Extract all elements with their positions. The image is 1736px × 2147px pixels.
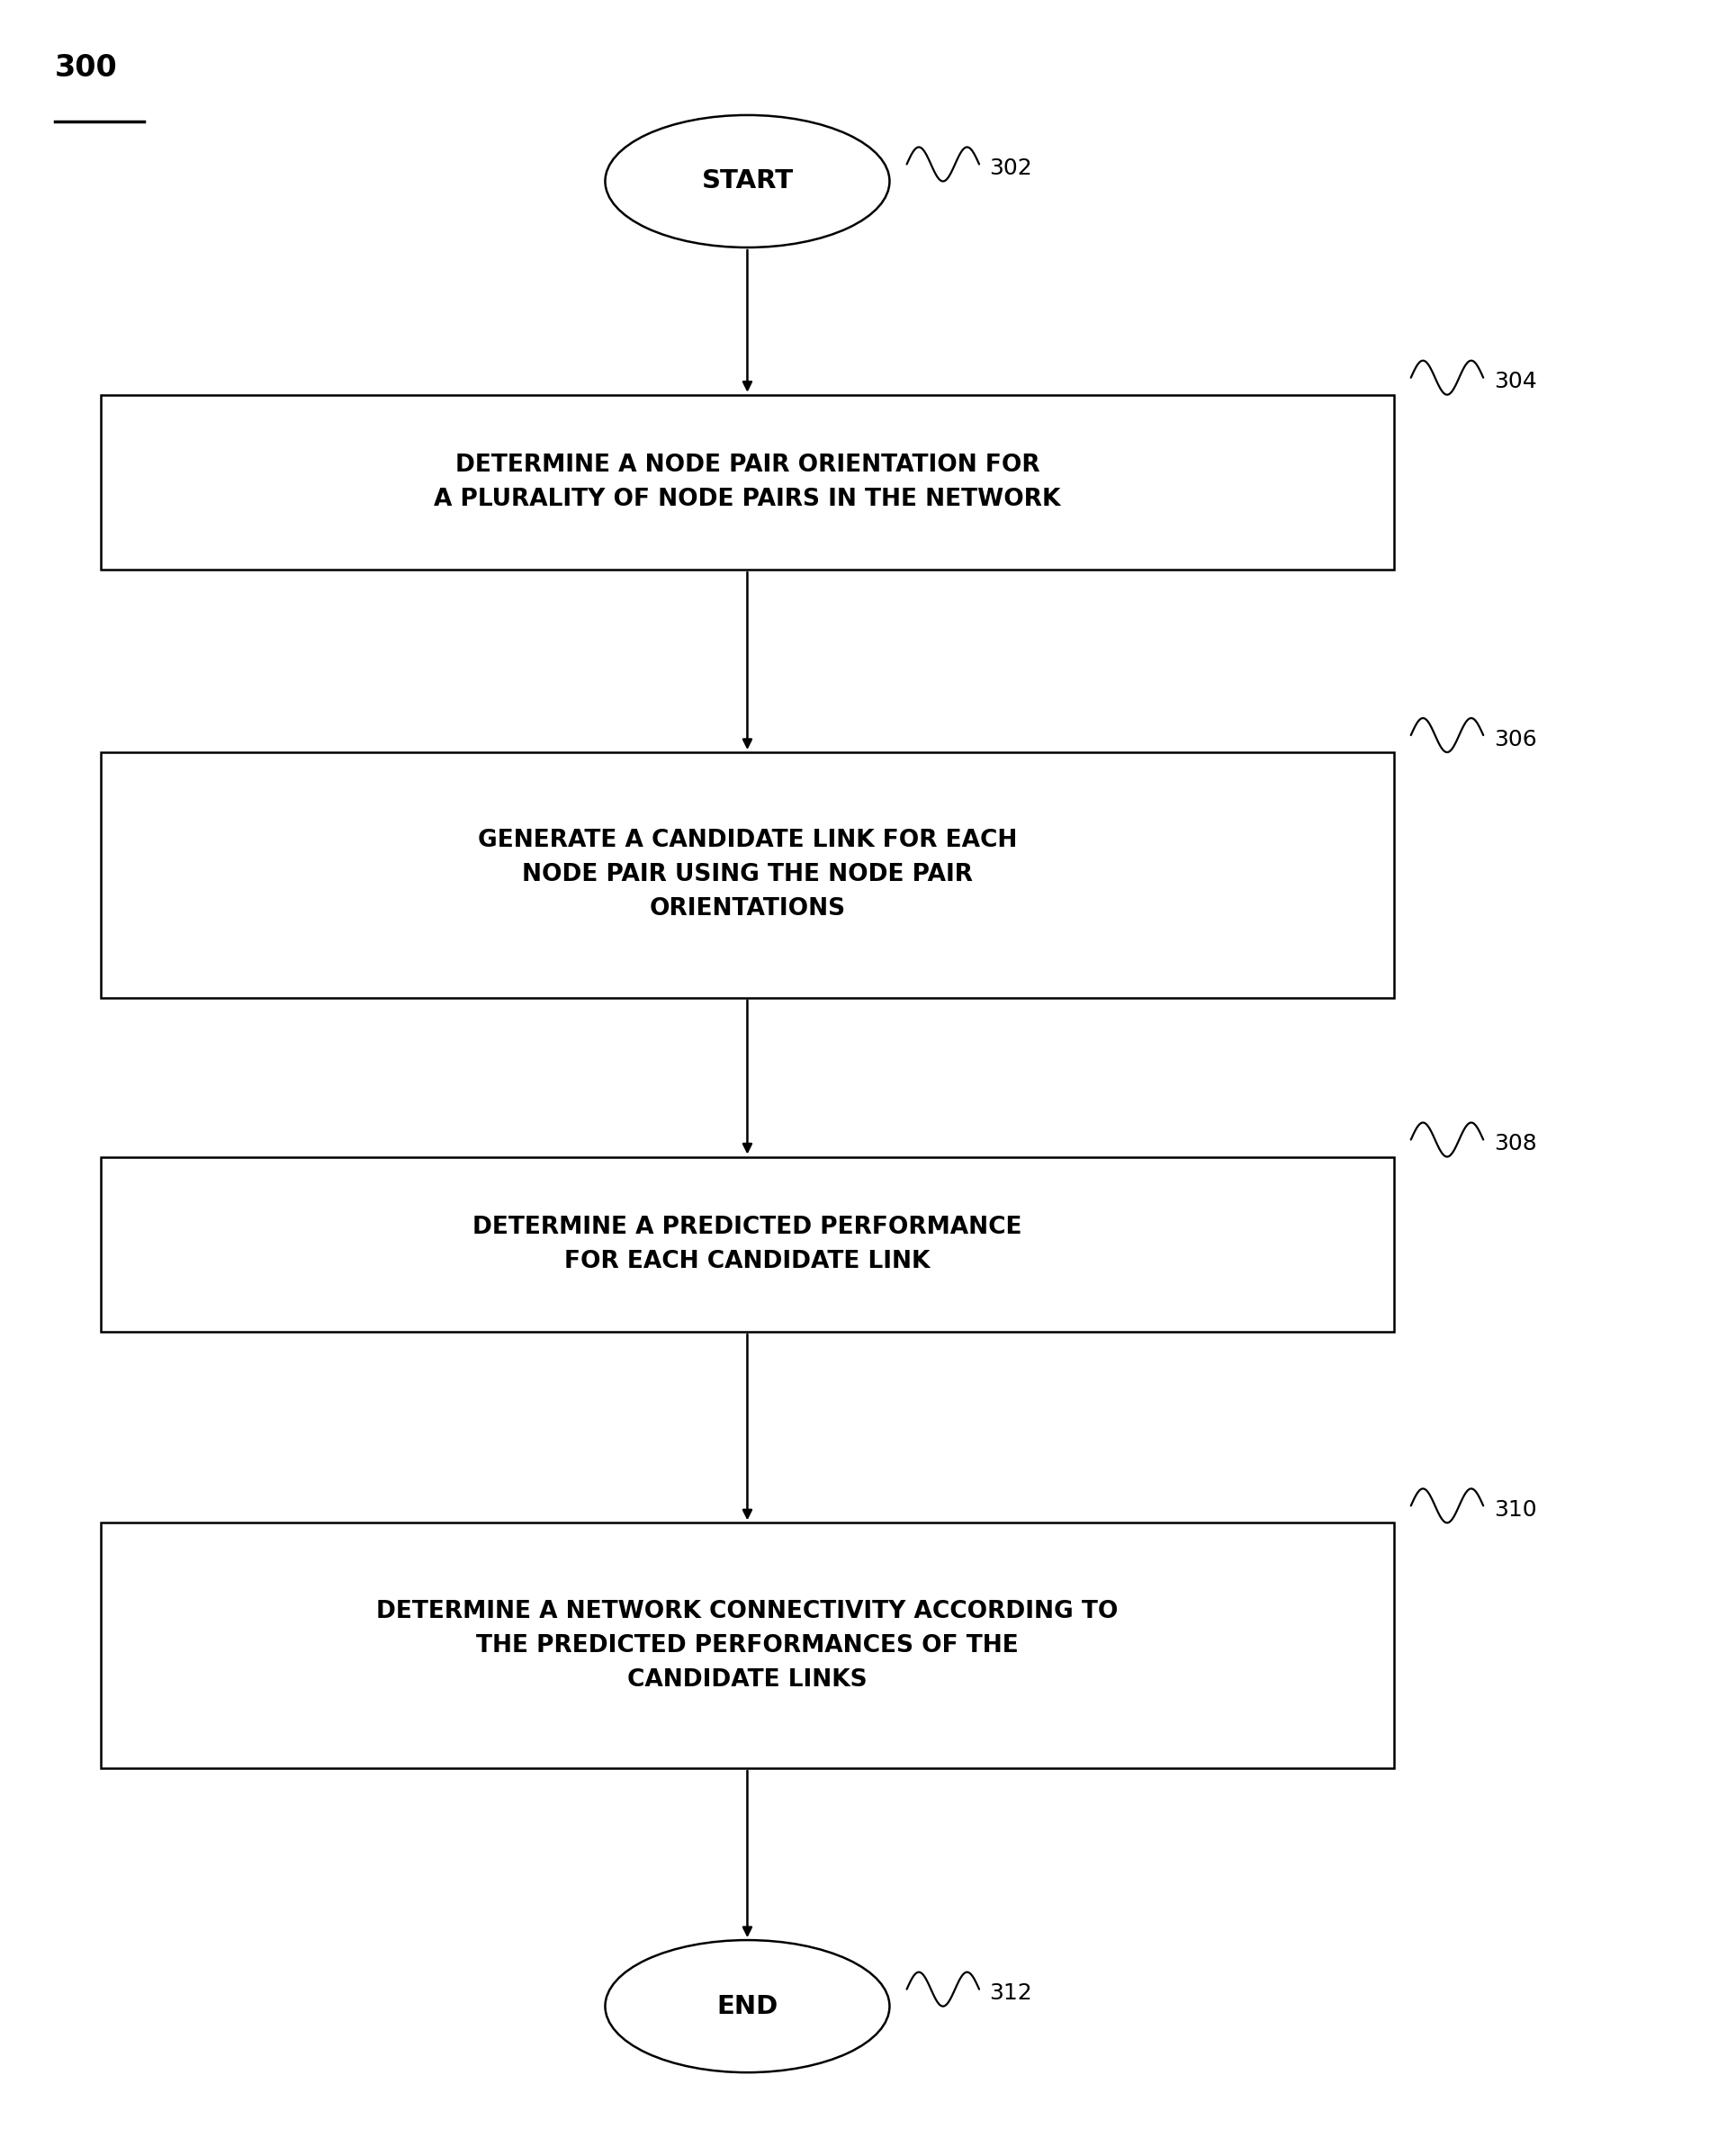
Text: 310: 310 xyxy=(1493,1499,1536,1520)
Text: 302: 302 xyxy=(990,157,1033,178)
Ellipse shape xyxy=(606,1941,889,2072)
Text: DETERMINE A NETWORK CONNECTIVITY ACCORDING TO
THE PREDICTED PERFORMANCES OF THE
: DETERMINE A NETWORK CONNECTIVITY ACCORDI… xyxy=(377,1600,1118,1692)
FancyBboxPatch shape xyxy=(101,1522,1394,1769)
FancyBboxPatch shape xyxy=(101,395,1394,569)
Text: START: START xyxy=(701,170,793,193)
Text: DETERMINE A NODE PAIR ORIENTATION FOR
A PLURALITY OF NODE PAIRS IN THE NETWORK: DETERMINE A NODE PAIR ORIENTATION FOR A … xyxy=(434,453,1061,511)
Text: 308: 308 xyxy=(1493,1134,1536,1155)
Text: GENERATE A CANDIDATE LINK FOR EACH
NODE PAIR USING THE NODE PAIR
ORIENTATIONS: GENERATE A CANDIDATE LINK FOR EACH NODE … xyxy=(477,829,1017,921)
Text: DETERMINE A PREDICTED PERFORMANCE
FOR EACH CANDIDATE LINK: DETERMINE A PREDICTED PERFORMANCE FOR EA… xyxy=(472,1215,1023,1273)
Text: 306: 306 xyxy=(1493,728,1536,749)
FancyBboxPatch shape xyxy=(101,1157,1394,1331)
Text: 312: 312 xyxy=(990,1982,1033,2005)
FancyBboxPatch shape xyxy=(101,751,1394,998)
Ellipse shape xyxy=(606,116,889,247)
Text: 300: 300 xyxy=(54,54,118,84)
Text: 304: 304 xyxy=(1493,371,1536,393)
Text: END: END xyxy=(717,1995,778,2018)
